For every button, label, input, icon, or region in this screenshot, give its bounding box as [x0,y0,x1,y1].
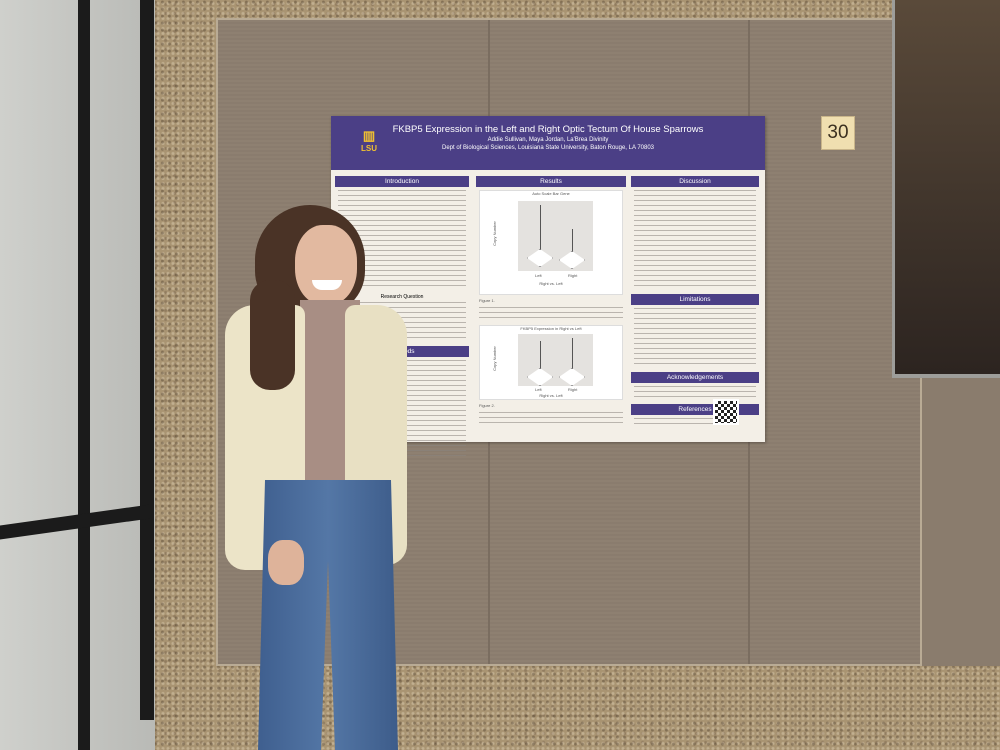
body-text [479,412,623,424]
section-discussion: Discussion [631,176,759,187]
body-text [634,190,756,290]
violin-left-stem [540,341,541,379]
poster-header: ▥ LSU FKBP5 Expression in the Left and Ri… [331,116,765,170]
poster-affiliation: Dept of Biological Sciences, Louisiana S… [441,145,655,151]
x-tick-label: Right [568,387,578,392]
display-window [892,0,1000,378]
poster-middle-column: Results Auto Scale Bar Gene Copy Number … [476,176,626,428]
figure-caption: Figure 1. [479,298,495,303]
poster-title: FKBP5 Expression in the Left and Right O… [392,124,704,135]
body-text [479,307,623,321]
door-frame [140,0,154,720]
section-acknowledgements: Acknowledgements [631,372,759,383]
door-frame [78,0,90,750]
violin-right-stem [572,338,573,378]
violin-right [559,368,585,386]
research-poster: ▥ LSU FKBP5 Expression in the Left and Ri… [331,116,765,460]
chart-2: FKBP5 Expression in Right vs Left Copy N… [479,325,623,400]
x-axis-label: Right vs. Left [539,281,563,286]
violin-left-stem [540,205,541,260]
section-research-question: Research Question [380,294,424,300]
y-axis-label: Copy Number [491,221,497,246]
figure-caption: Figure 2. [479,403,495,408]
y-axis-label: Copy Number [491,346,497,371]
body-text [634,418,714,428]
hair-strand [250,280,295,390]
body-text [634,386,756,400]
qr-code [713,399,739,425]
lsu-logo-text: LSU [361,144,377,153]
hand [268,540,304,585]
poster-authors: Addie Sullivan, Maya Jordan, La'Brea Div… [487,137,609,143]
x-axis-label: Right vs. Left [539,393,563,398]
x-tick-label: Right [568,273,578,278]
x-tick-label: Left [535,273,542,278]
chart-title: Auto Scale Bar Gene [532,191,570,196]
section-references: References [631,404,759,415]
violin-right-stem [572,229,573,261]
lsu-tower-icon: ▥ [362,128,376,143]
body-text [634,308,756,368]
poster-board-right [922,378,1000,666]
violin-right [559,251,585,269]
face [295,225,357,305]
section-introduction: Introduction [335,176,469,187]
chart-title: FKBP5 Expression in Right vs Left [520,326,582,331]
chart-1: Auto Scale Bar Gene Copy Number Left Rig… [479,190,623,295]
board-number: 30 [821,116,855,150]
glass-door [0,0,155,750]
lsu-logo: ▥ LSU [361,128,377,153]
violin-left [527,249,553,267]
section-results: Results [476,176,626,187]
section-limitations: Limitations [631,294,759,305]
smile [312,280,342,290]
violin-left [527,368,553,386]
poster-right-column: Discussion Limitations Acknowledgements … [631,176,759,432]
x-tick-label: Left [535,387,542,392]
